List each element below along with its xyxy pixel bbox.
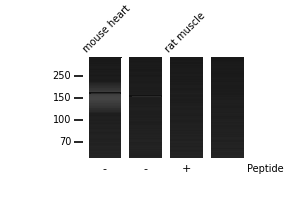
Text: -: - (103, 164, 107, 174)
Text: rat muscle: rat muscle (163, 11, 207, 55)
Text: 250: 250 (52, 71, 71, 81)
Text: -: - (144, 164, 148, 174)
Text: Peptide: Peptide (247, 164, 283, 174)
Bar (89, 92, 121, 94)
Bar (121, 58, 129, 158)
Bar (162, 58, 170, 158)
Bar (129, 95, 162, 97)
Text: mouse heart: mouse heart (82, 4, 133, 55)
Bar (202, 58, 211, 158)
Text: 150: 150 (53, 93, 71, 103)
Text: 70: 70 (59, 137, 71, 147)
Text: 100: 100 (53, 115, 71, 125)
Text: +: + (182, 164, 191, 174)
